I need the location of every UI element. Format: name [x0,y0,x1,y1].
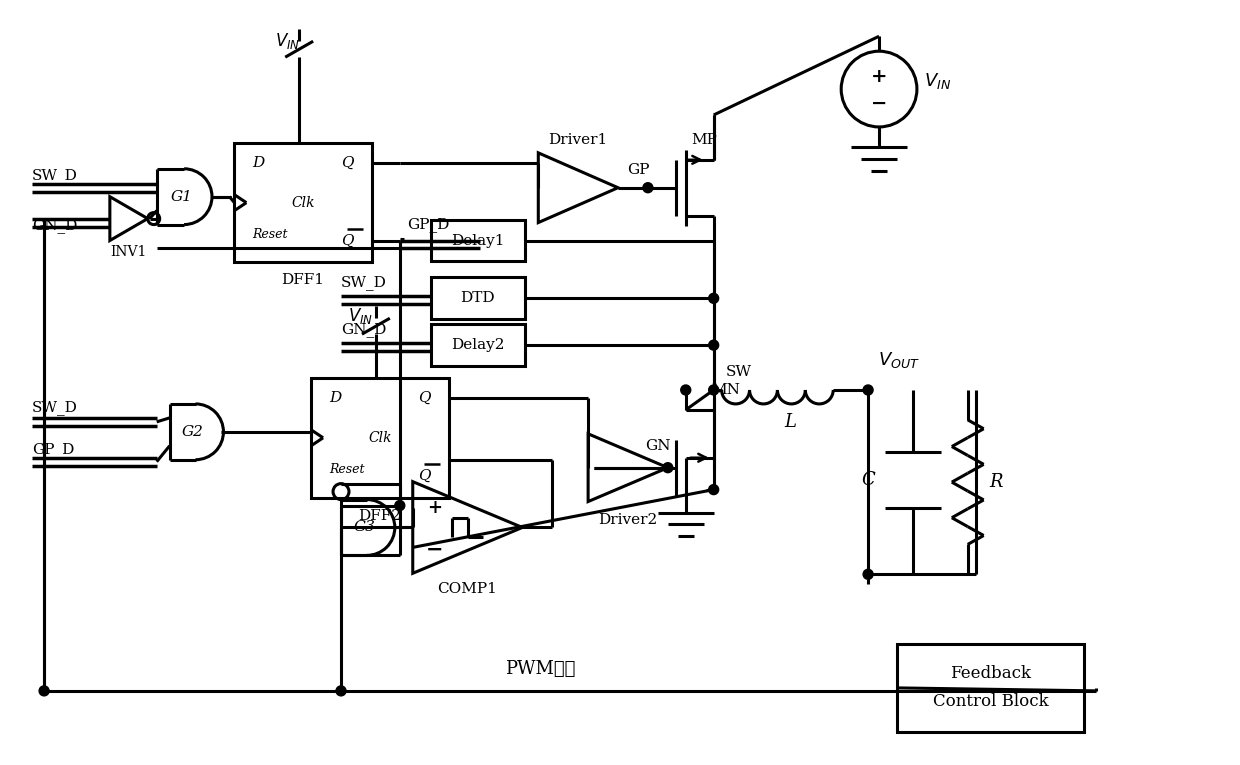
Circle shape [709,293,719,303]
Text: DTD: DTD [460,291,495,305]
Bar [234,143,372,262]
Text: C: C [862,470,875,489]
Text: Feedback: Feedback [950,666,1032,682]
Text: $V_{IN}$: $V_{IN}$ [924,71,951,91]
Text: +: + [427,499,443,516]
Text: Control Block: Control Block [932,693,1049,711]
Circle shape [681,385,691,395]
Text: Clk: Clk [291,196,315,210]
Bar [430,278,526,319]
Text: Driver2: Driver2 [599,513,657,526]
Text: $V_{IN}$: $V_{IN}$ [275,31,300,51]
Text: G2: G2 [182,425,203,439]
Text: R: R [988,473,1002,490]
Text: DFF2: DFF2 [358,509,402,522]
Text: COMP1: COMP1 [438,582,497,596]
Text: SW_D: SW_D [341,275,387,290]
Text: G3: G3 [353,520,376,535]
Text: GP_D: GP_D [407,217,449,232]
Circle shape [642,183,653,193]
Text: SW_D: SW_D [32,400,78,415]
Text: $V_{IN}$: $V_{IN}$ [348,306,373,326]
Text: Clk: Clk [368,431,392,444]
Text: MN: MN [712,383,740,397]
Text: −: − [425,539,444,559]
Text: Reset: Reset [252,228,288,241]
Circle shape [709,485,719,495]
Circle shape [709,385,719,395]
Text: Q: Q [341,156,353,170]
Circle shape [40,686,50,696]
Text: DFF1: DFF1 [281,273,325,288]
Circle shape [863,385,873,395]
Circle shape [709,340,719,350]
Text: Delay2: Delay2 [451,338,505,352]
Text: GP: GP [626,163,650,177]
Text: Q: Q [418,391,430,405]
Bar [897,644,1084,732]
Bar [430,324,526,366]
Circle shape [663,463,673,473]
Text: +: + [870,68,888,86]
Text: D: D [252,156,264,170]
Bar [311,378,449,497]
Text: PWM信号: PWM信号 [505,660,575,678]
Text: GN: GN [645,439,671,453]
Text: Driver1: Driver1 [548,133,608,147]
Circle shape [863,569,873,579]
Text: −: − [870,95,888,113]
Text: MP: MP [691,133,717,147]
Text: G1: G1 [170,190,192,203]
Bar [430,220,526,262]
Text: Reset: Reset [329,463,365,476]
Text: SW_D: SW_D [32,168,78,183]
Text: GN_D: GN_D [341,322,387,337]
Circle shape [336,686,346,696]
Text: L: L [785,413,796,431]
Text: SW: SW [725,365,751,379]
Text: Delay1: Delay1 [451,233,505,248]
Text: Q: Q [341,233,353,248]
Text: INV1: INV1 [110,246,148,259]
Text: Q: Q [418,469,430,483]
Text: $V_{OUT}$: $V_{OUT}$ [878,350,920,370]
Circle shape [394,500,404,510]
Text: GN_D: GN_D [32,218,78,233]
Text: D: D [329,391,341,405]
Text: GP_D: GP_D [32,442,74,457]
